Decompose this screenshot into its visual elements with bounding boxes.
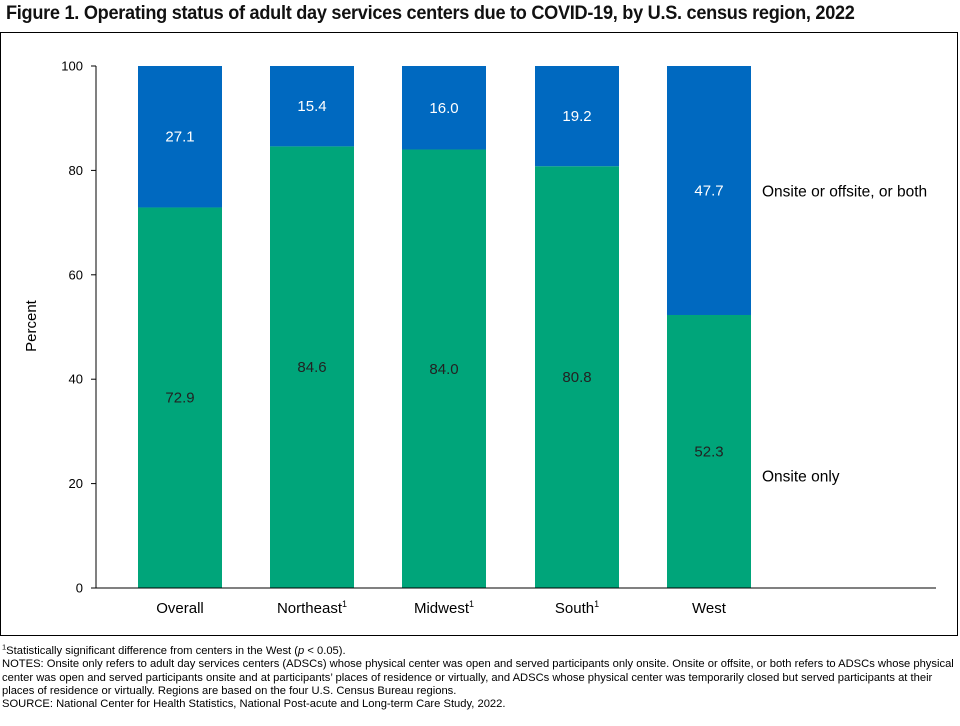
y-axis-label: Percent — [23, 299, 40, 352]
footnote-marker: 1 — [2, 642, 7, 652]
x-tick-label: Midwest1 — [414, 599, 474, 617]
bars-group — [138, 66, 751, 588]
data-label: 72.9 — [165, 390, 194, 407]
bar-segment-midwest-onsite-only — [402, 149, 486, 588]
y-tick-label: 60 — [69, 267, 83, 282]
data-label: 19.2 — [562, 108, 591, 125]
chart-frame — [0, 32, 958, 636]
stacked-bar-chart: 0 20 40 60 80 100 72.9 27.1 Overall 84.6 15.4 Nort… — [23, 59, 936, 617]
bar-segment-west-onsite-only — [667, 314, 751, 588]
x-tick-label: South1 — [555, 599, 599, 617]
legend-label-onsite-or-offsite: Onsite or offsite, or both — [762, 183, 927, 200]
bar-segment-south-onsite-only — [535, 166, 619, 588]
source-text: SOURCE: National Center for Health Stati… — [2, 698, 506, 711]
bar-segment-northeast-onsite-only — [270, 146, 354, 588]
data-label: 52.3 — [694, 443, 723, 460]
data-label: 27.1 — [165, 129, 194, 146]
bar-segment-midwest-onsite-or-offsite — [402, 66, 486, 150]
footnote: 1Statistically significant difference fr… — [2, 642, 346, 657]
axes-group: 0 20 40 60 80 100 — [61, 59, 936, 596]
data-label: 47.7 — [694, 182, 723, 199]
x-tick-label: Northeast1 — [277, 599, 347, 617]
data-label: 16.0 — [429, 100, 458, 117]
bar-segment-west-onsite-or-offsite — [667, 66, 751, 315]
figure-title: Figure 1. Operating status of adult day … — [6, 2, 855, 24]
data-label: 15.4 — [297, 98, 326, 115]
y-tick-label: 40 — [69, 372, 83, 387]
y-tick-label: 100 — [61, 59, 83, 74]
bar-segment-northeast-onsite-or-offsite — [270, 66, 354, 147]
y-tick-label: 20 — [69, 476, 83, 491]
labels-group: 72.9 27.1 Overall 84.6 15.4 Northeast1 84.0 16.… — [156, 98, 927, 617]
data-label: 84.0 — [429, 361, 458, 378]
y-tick-label: 80 — [69, 163, 83, 178]
bar-segment-overall-onsite-only — [138, 207, 222, 588]
notes-text: NOTES: Onsite only refers to adult day s… — [2, 658, 954, 697]
y-tick-label: 0 — [76, 581, 83, 596]
data-label: 84.6 — [297, 359, 326, 376]
chart-notes: 1Statistically significant difference fr… — [2, 642, 958, 711]
x-tick-label: Overall — [156, 600, 204, 617]
bar-segment-south-onsite-or-offsite — [535, 66, 619, 167]
data-label: 80.8 — [562, 369, 591, 386]
bar-segment-overall-onsite-or-offsite — [138, 66, 222, 208]
legend-label-onsite-only: Onsite only — [762, 468, 840, 485]
x-tick-label: West — [692, 600, 727, 617]
